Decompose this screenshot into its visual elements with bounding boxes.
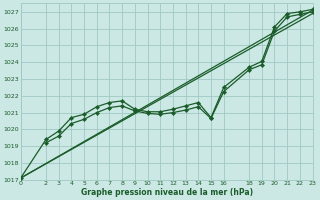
X-axis label: Graphe pression niveau de la mer (hPa): Graphe pression niveau de la mer (hPa) — [81, 188, 252, 197]
